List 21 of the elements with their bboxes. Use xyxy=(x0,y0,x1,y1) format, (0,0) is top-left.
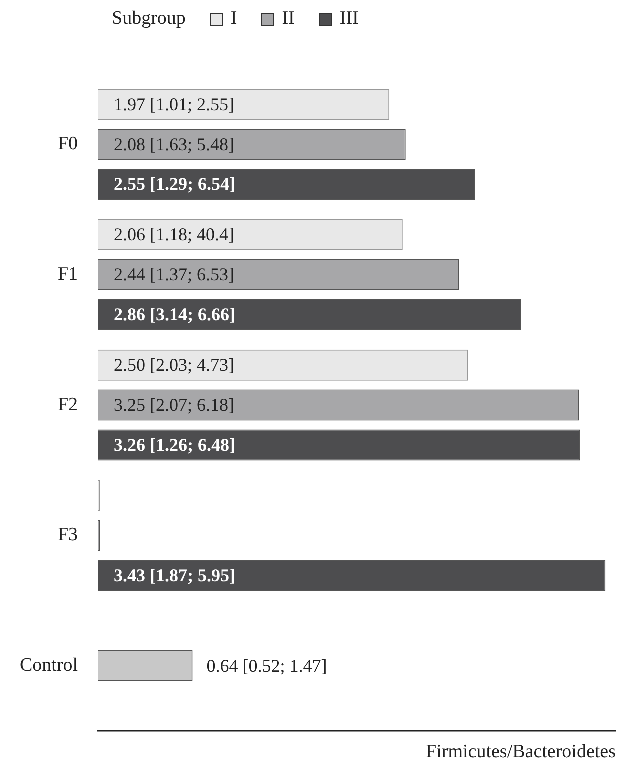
data-label: 2.06 [1.18; 40.4] xyxy=(114,224,235,245)
y-tick-label: F3 xyxy=(58,524,78,546)
data-label: 3.43 [1.87; 5.95] xyxy=(114,565,236,586)
x-axis-title: Firmicutes/Bacteroidetes xyxy=(426,742,616,763)
data-label: 2.55 [1.29; 6.54] xyxy=(114,174,236,194)
data-label: 2.44 [1.37; 6.53] xyxy=(114,264,235,285)
y-tick-label: Control xyxy=(20,655,78,676)
legend-title: Subgroup xyxy=(112,8,186,30)
legend-label: II xyxy=(282,8,295,30)
data-label: 1.97 [1.01; 2.55] xyxy=(114,94,235,114)
data-label: 2.08 [1.63; 5.48] xyxy=(114,134,235,154)
data-label: 2.50 [2.03; 4.73] xyxy=(114,355,235,376)
data-label: 2.86 [3.14; 6.66] xyxy=(114,304,236,325)
legend-label: I xyxy=(230,8,238,30)
legend-label: III xyxy=(340,8,359,30)
y-tick-label: F0 xyxy=(58,134,78,155)
data-label: 3.26 [1.26; 6.48] xyxy=(114,434,236,455)
data-label: 0.64 [0.52; 1.47] xyxy=(206,656,328,676)
y-tick-label: F1 xyxy=(58,264,78,285)
y-tick-label: F2 xyxy=(58,394,78,416)
data-label: 3.25 [2.07; 6.18] xyxy=(114,395,235,416)
